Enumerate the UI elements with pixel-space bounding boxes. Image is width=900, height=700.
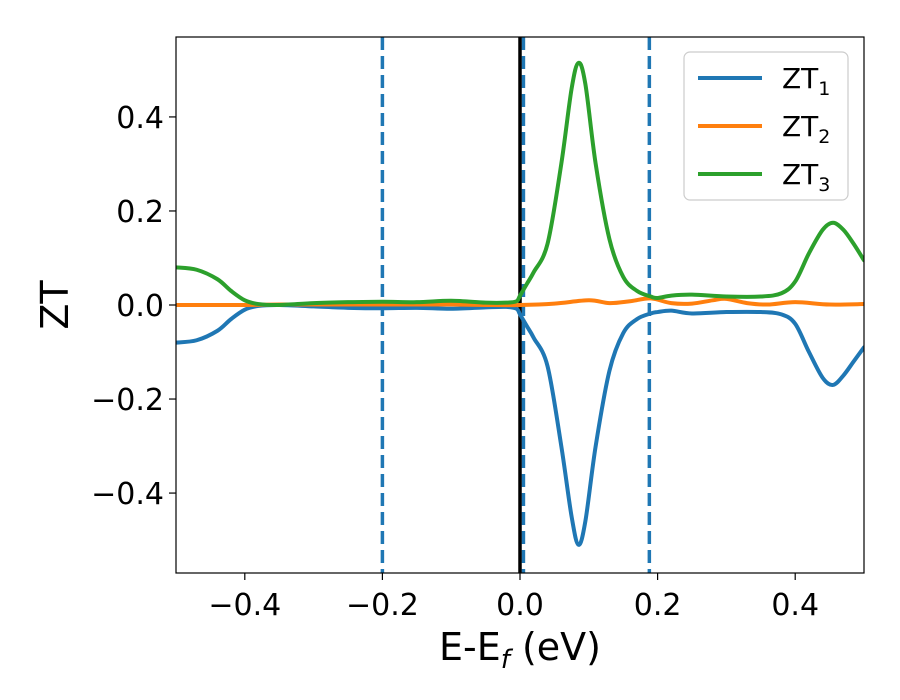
legend-label-zt2: ZT2: [782, 110, 830, 148]
y-tick-label: 0.2: [116, 195, 164, 230]
x-tick-label: 0.2: [634, 588, 682, 623]
series-layer: [176, 60, 864, 547]
legend: ZT1 ZT2 ZT3: [683, 51, 849, 201]
y-tick-label: −0.2: [91, 383, 164, 418]
x-axis-label: E-Ef (eV): [439, 625, 601, 675]
legend-label-zt1: ZT1: [782, 62, 830, 100]
x-tick-label: −0.2: [346, 588, 419, 623]
y-tick-label: 0.0: [116, 289, 164, 324]
y-tick-label: 0.4: [116, 101, 164, 136]
y-tick-label: −0.4: [91, 477, 164, 512]
legend-label-zt3: ZT3: [782, 158, 830, 196]
x-axis: −0.4 −0.2 0.0 0.2 0.4: [208, 573, 819, 623]
x-tick-label: 0.0: [496, 588, 544, 623]
series-line-zt3: [176, 60, 864, 308]
y-axis: −0.4 −0.2 0.0 0.2 0.4: [91, 101, 176, 512]
x-tick-label: 0.4: [771, 588, 819, 623]
legend-box: [683, 51, 849, 201]
y-axis-label: ZT: [33, 280, 77, 330]
x-tick-label: −0.4: [208, 588, 281, 623]
